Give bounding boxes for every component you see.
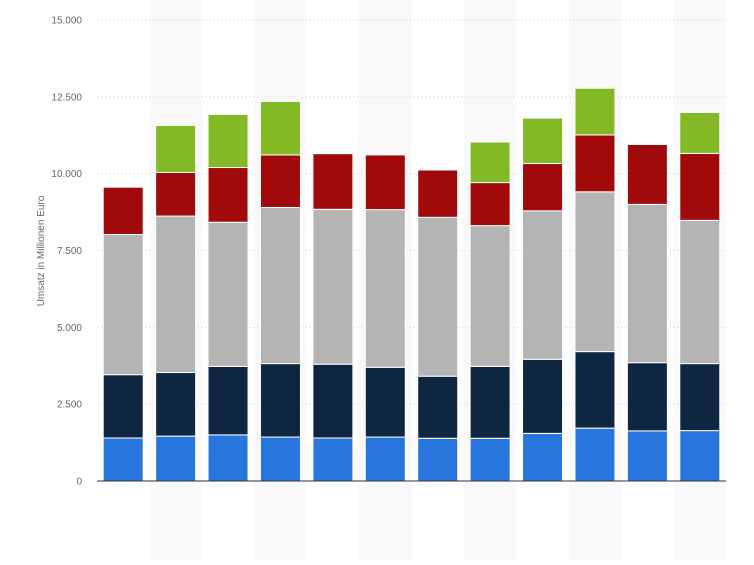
bar-segment-9-0[interactable] [574,427,616,482]
bar-segment-9-1[interactable] [574,351,616,429]
axes-group: 0 2.500 5.000 7.500 10.000 12.500 15.000 [51,16,726,488]
bar-segment-7-1[interactable] [469,365,511,439]
bar-segment-0-1[interactable] [102,374,144,439]
bar-segment-1-1[interactable] [155,372,197,437]
y-tick-label-1: 2.500 [57,400,82,411]
bar-segment-0-3[interactable] [102,186,144,236]
bar-segment-5-3[interactable] [364,154,406,211]
y-tick-label-6: 15.000 [51,16,82,27]
y-tick-label-3: 7.500 [57,246,82,257]
bar-segment-2-1[interactable] [207,365,249,436]
bar-segment-2-4[interactable] [207,113,249,169]
bar-segment-6-2[interactable] [417,216,459,377]
bar-segment-10-0[interactable] [626,430,668,482]
bar-segment-4-2[interactable] [312,208,354,365]
bar-segment-0-2[interactable] [102,234,144,376]
bar-segment-6-3[interactable] [417,169,459,218]
bar-segment-3-3[interactable] [259,154,301,208]
bar-segment-10-1[interactable] [626,362,668,432]
bar-segment-5-1[interactable] [364,366,406,438]
bar-segment-7-3[interactable] [469,182,511,227]
bar-segment-4-3[interactable] [312,153,354,210]
bar-segment-5-2[interactable] [364,209,406,368]
bar-segment-0-0[interactable] [102,437,144,482]
y-tick-label-4: 10.000 [51,169,82,180]
bar-segment-7-0[interactable] [469,437,511,482]
bar-segment-3-2[interactable] [259,206,301,365]
bar-segment-1-3[interactable] [155,171,197,217]
bar-segment-4-1[interactable] [312,363,354,439]
bar-segment-9-2[interactable] [574,191,616,353]
bar-segment-9-3[interactable] [574,134,616,193]
bar-segment-8-0[interactable] [522,432,564,482]
y-axis-title: Umsatz in Millionen Euro [36,195,47,306]
bar-segment-1-2[interactable] [155,215,197,374]
bar-segment-7-4[interactable] [469,141,511,184]
bar-segment-1-0[interactable] [155,435,197,482]
bar-segment-11-4[interactable] [679,112,721,154]
bar-segment-2-3[interactable] [207,167,249,223]
bar-segment-11-1[interactable] [679,363,721,432]
bar-segment-10-3[interactable] [626,143,668,205]
bar-segment-2-2[interactable] [207,221,249,367]
bar-segment-6-0[interactable] [417,437,459,482]
gridlines [97,19,726,405]
bars-group [102,87,721,482]
bar-segment-8-1[interactable] [522,358,564,434]
y-tick-label-2: 5.000 [57,323,82,334]
bar-segment-10-2[interactable] [626,203,668,364]
bar-segment-4-0[interactable] [312,437,354,482]
bar-segment-7-2[interactable] [469,225,511,367]
bar-segment-8-2[interactable] [522,210,564,360]
bar-segment-6-1[interactable] [417,375,459,439]
bar-segment-5-0[interactable] [364,436,406,482]
bar-segment-8-4[interactable] [522,117,564,165]
bar-segment-8-3[interactable] [522,163,564,212]
bar-segment-11-2[interactable] [679,219,721,365]
bar-segment-11-0[interactable] [679,430,721,482]
bar-segment-3-0[interactable] [259,436,301,482]
bar-segment-3-4[interactable] [259,100,301,156]
y-tick-label-5: 12.500 [51,92,82,103]
bar-segment-1-4[interactable] [155,124,197,173]
y-tick-label-0: 0 [76,477,82,488]
bar-segment-3-1[interactable] [259,363,301,438]
bar-segment-9-4[interactable] [574,87,616,136]
bar-segment-2-0[interactable] [207,434,249,482]
bar-segment-11-3[interactable] [679,152,721,221]
